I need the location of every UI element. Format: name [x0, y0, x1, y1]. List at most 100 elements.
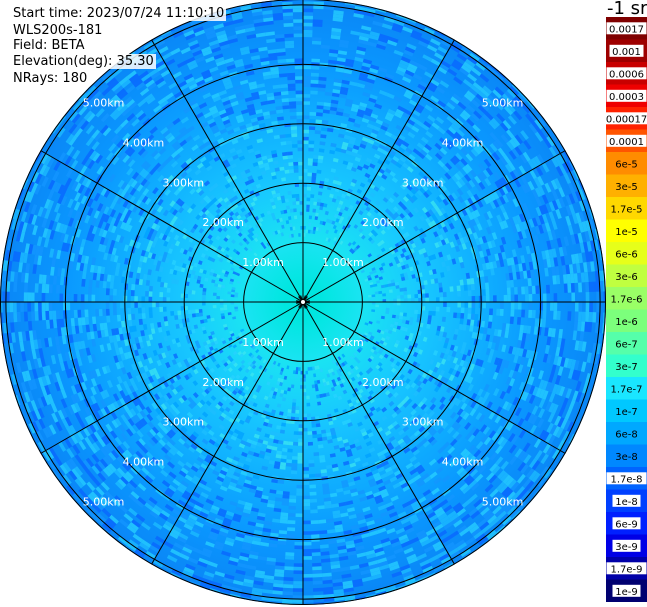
range-gate-cell [272, 84, 281, 89]
range-gate-cell [193, 184, 200, 191]
range-gate-cell [492, 371, 499, 380]
range-gate-cell [77, 254, 83, 263]
range-gate-cell [410, 188, 417, 195]
range-gate-cell [311, 548, 321, 553]
range-gate-cell [449, 459, 458, 468]
range-gate-cell [263, 520, 273, 526]
range-gate-cell [248, 110, 257, 116]
range-gate-cell [114, 469, 123, 479]
range-gate-cell [267, 441, 274, 447]
range-gate-cell [263, 20, 274, 26]
colorbar-tick-label: 3e-5 [615, 182, 638, 193]
range-gate-cell [497, 98, 507, 108]
range-gate-cell [367, 333, 372, 338]
range-gate-cell [585, 302, 590, 312]
range-gate-cell [377, 527, 387, 534]
range-gate-cell [586, 352, 592, 363]
range-gate-cell [211, 357, 217, 363]
range-gate-cell [234, 25, 245, 32]
range-gate-cell [140, 178, 148, 187]
range-gate-cell [219, 485, 228, 492]
range-gate-cell [466, 349, 472, 357]
range-gate-cell [488, 411, 496, 420]
range-gate-cell [516, 317, 522, 325]
range-gate-cell [270, 66, 279, 72]
range-gate-cell [514, 498, 524, 509]
range-gate-cell [296, 484, 303, 489]
range-gate-cell [147, 421, 155, 429]
range-gate-cell [324, 91, 333, 97]
range-gate-cell [188, 513, 198, 521]
range-gate-cell [553, 310, 558, 320]
range-gate-cell [380, 224, 386, 230]
range-gate-cell [571, 254, 576, 265]
range-gate-cell [430, 58, 441, 67]
range-gate-cell [403, 395, 410, 402]
range-gate-cell [208, 39, 219, 47]
range-gate-cell [225, 537, 235, 543]
range-gate-cell [200, 581, 212, 588]
range-gate-cell [211, 279, 216, 284]
range-gate-cell [113, 194, 120, 203]
range-gate-cell [493, 171, 501, 181]
range-gate-cell [384, 208, 391, 214]
range-gate-cell [464, 302, 469, 308]
range-gate-cell [234, 306, 238, 310]
range-gate-cell [243, 482, 251, 489]
range-ring-label: 3.00km [402, 176, 444, 189]
range-gate-cell [144, 172, 152, 181]
range-gate-cell [388, 197, 395, 204]
range-gate-cell [176, 450, 184, 458]
range-gate-cell [380, 269, 385, 274]
range-gate-cell [377, 159, 384, 166]
range-gate-cell [496, 481, 506, 491]
range-gate-cell [137, 98, 147, 108]
range-gate-cell [479, 270, 485, 277]
range-gate-cell [452, 334, 458, 341]
range-gate-cell [171, 410, 178, 418]
range-gate-cell [362, 114, 371, 120]
range-gate-cell [349, 488, 358, 494]
range-gate-cell [311, 420, 316, 425]
range-gate-cell [347, 507, 355, 513]
range-gate-cell [303, 76, 311, 80]
range-gate-cell [237, 562, 248, 569]
range-gate-cell [115, 481, 124, 490]
range-gate-cell [257, 222, 263, 227]
range-gate-cell [162, 297, 167, 302]
range-gate-cell [321, 127, 328, 132]
range-gate-cell [218, 415, 225, 422]
range-gate-cell [216, 295, 220, 300]
range-gate-cell [240, 439, 247, 446]
range-gate-cell [406, 553, 417, 561]
range-gate-cell [236, 280, 241, 284]
range-gate-cell [244, 385, 250, 391]
range-gate-cell [109, 295, 113, 302]
range-gate-cell [221, 340, 227, 345]
range-gate-cell [471, 99, 481, 108]
range-gate-cell [551, 248, 557, 258]
range-gate-cell [298, 233, 301, 237]
range-gate-cell [199, 423, 206, 430]
range-gate-cell [326, 432, 332, 437]
range-gate-cell [515, 486, 526, 496]
range-gate-cell [451, 41, 463, 51]
range-gate-cell [308, 459, 315, 464]
range-gate-cell [384, 284, 389, 288]
range-gate-cell [468, 444, 476, 454]
range-gate-cell [521, 332, 527, 342]
range-gate-cell [127, 289, 132, 296]
range-gate-cell [331, 359, 336, 364]
range-gate-cell [146, 413, 154, 422]
range-gate-cell [461, 342, 467, 349]
range-gate-cell [325, 392, 330, 397]
range-gate-cell [397, 511, 407, 518]
range-gate-cell [236, 95, 245, 101]
range-gate-cell [116, 139, 125, 148]
range-gate-cell [341, 483, 349, 488]
range-gate-cell [67, 217, 75, 227]
range-gate-cell [172, 117, 181, 126]
range-gate-cell [377, 349, 383, 355]
range-gate-cell [143, 76, 153, 85]
range-gate-cell [77, 391, 84, 402]
